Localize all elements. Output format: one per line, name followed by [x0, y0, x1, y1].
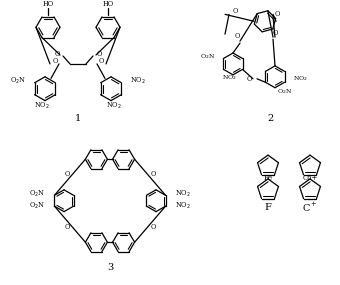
Text: O: O	[150, 170, 156, 178]
Text: O: O	[234, 32, 240, 40]
Text: NO$_2$: NO$_2$	[106, 100, 122, 111]
Text: F: F	[265, 203, 271, 212]
Text: O$_2$N: O$_2$N	[10, 76, 26, 86]
Text: HO: HO	[102, 1, 114, 9]
Text: C$^+$: C$^+$	[302, 201, 318, 214]
Text: NO$_2$: NO$_2$	[221, 73, 237, 82]
Text: O$_2$N: O$_2$N	[277, 87, 292, 96]
Text: Co+: Co+	[302, 174, 318, 182]
Text: NO$_2$: NO$_2$	[34, 100, 50, 111]
Text: O: O	[150, 223, 156, 231]
Text: O: O	[64, 223, 70, 231]
Text: O: O	[98, 57, 104, 65]
Text: NO$_2$: NO$_2$	[130, 76, 146, 86]
Text: O$_2$N: O$_2$N	[200, 52, 215, 62]
Text: NO$_2$: NO$_2$	[175, 189, 191, 199]
Text: O: O	[246, 75, 252, 83]
Text: 2: 2	[267, 114, 273, 123]
Text: O: O	[64, 170, 70, 178]
Text: 1: 1	[75, 114, 81, 123]
Text: Fe: Fe	[264, 174, 273, 182]
Text: O: O	[96, 50, 102, 58]
Text: HO: HO	[42, 1, 54, 9]
Text: 3: 3	[107, 263, 113, 272]
Text: O: O	[54, 50, 60, 58]
Text: O$_2$N: O$_2$N	[29, 201, 45, 211]
Text: O: O	[272, 29, 278, 37]
Text: O$_2$N: O$_2$N	[29, 189, 45, 199]
Text: O: O	[52, 57, 58, 65]
Text: NO$_2$: NO$_2$	[175, 201, 191, 211]
Text: NO$_2$: NO$_2$	[293, 74, 308, 83]
Text: O: O	[274, 10, 280, 18]
Text: O: O	[232, 7, 238, 15]
